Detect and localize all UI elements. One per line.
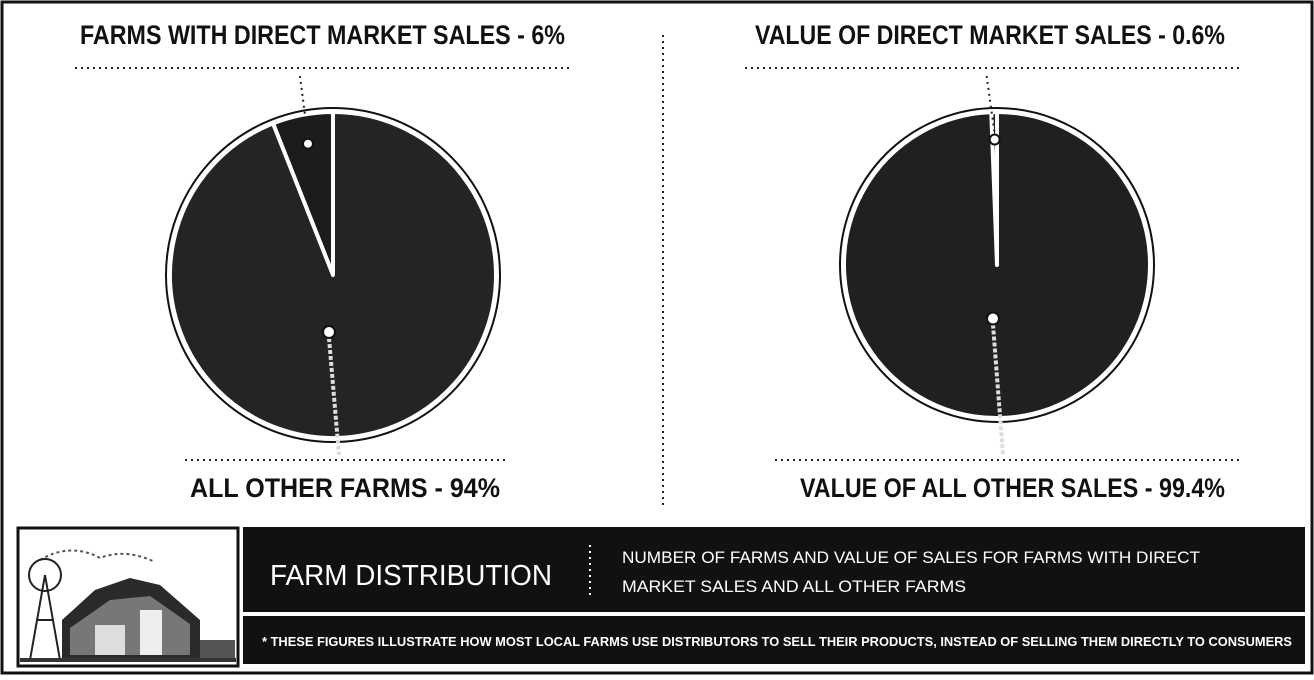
leader-chain <box>327 337 341 456</box>
slice-label: FARMS WITH DIRECT MARKET SALES - 6% <box>80 20 565 50</box>
leader-line <box>298 75 309 138</box>
pie-slice <box>842 110 1152 420</box>
leader-marker <box>301 137 314 150</box>
footnote: * THESE FIGURES ILLUSTRATE HOW MOST LOCA… <box>262 634 1292 649</box>
slice-label: ALL OTHER FARMS - 94% <box>190 473 500 503</box>
footnote-bar <box>243 616 1305 664</box>
banner-description: MARKET SALES AND ALL OTHER FARMS <box>622 577 966 596</box>
banner-description: NUMBER OF FARMS AND VALUE OF SALES FOR F… <box>622 548 1200 567</box>
barn-illustration <box>16 526 240 668</box>
pie-slice <box>168 110 498 440</box>
leader-marker <box>986 311 1000 326</box>
slice-label: VALUE OF DIRECT MARKET SALES - 0.6% <box>755 20 1225 50</box>
banner-title: FARM DISTRIBUTION <box>270 560 552 592</box>
slice-label: VALUE OF ALL OTHER SALES - 99.4% <box>800 473 1225 503</box>
leader-chain <box>991 324 1005 456</box>
charts: FARMS WITH DIRECT MARKET SALES - 6% ALL O… <box>75 20 1240 503</box>
pie-outline <box>839 107 1155 423</box>
leader-marker <box>322 325 336 340</box>
pie-outline <box>165 107 501 443</box>
leader-line <box>985 75 996 134</box>
leader-marker <box>988 133 1001 146</box>
banner-bar <box>243 527 1305 612</box>
